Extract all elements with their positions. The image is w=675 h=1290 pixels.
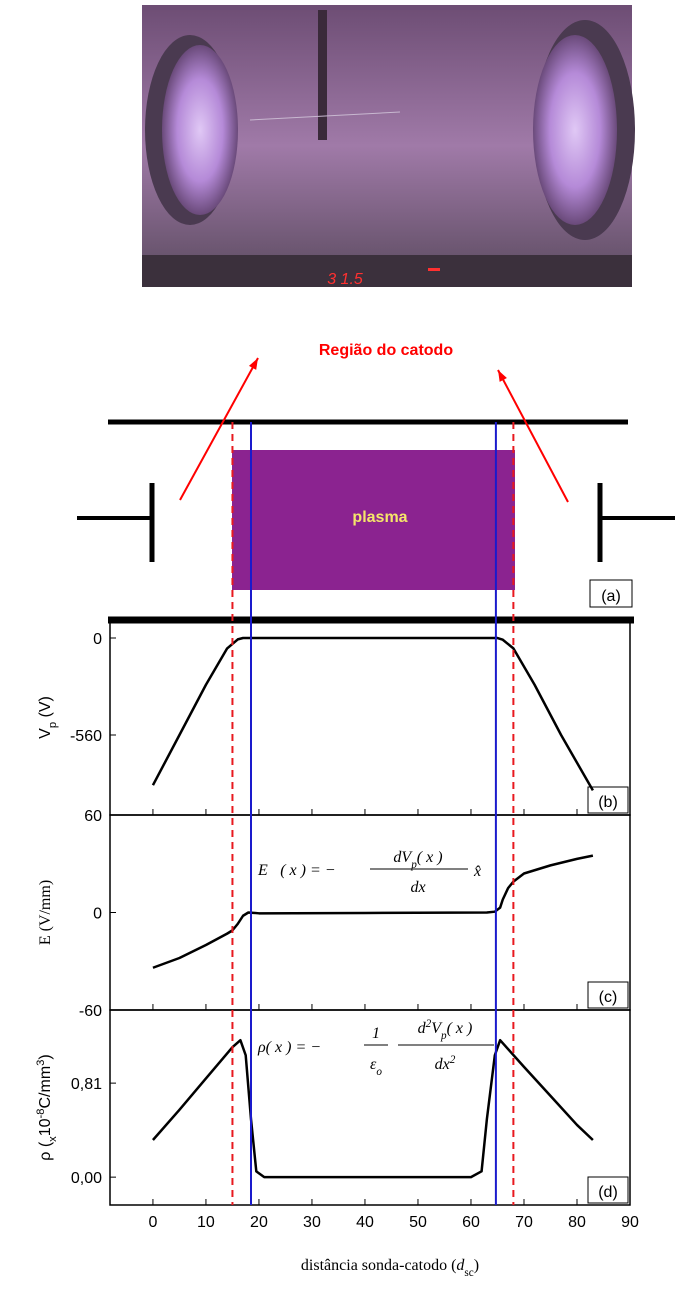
text-part: ) xyxy=(474,1257,479,1274)
x-tick-label: 40 xyxy=(356,1214,374,1231)
x-tick-label: 0 xyxy=(148,1214,157,1231)
display-dash xyxy=(428,268,440,271)
x-axis-label: distância sonda-catodo (dsc) xyxy=(301,1257,479,1279)
photo-display: 3 1.5 xyxy=(327,271,363,288)
page: 3 1.5 Região do catodo plasma (a) 0 -560 Vp (V… xyxy=(0,0,675,1290)
text-part: x̂ xyxy=(473,863,481,880)
region-label: Região do catodo xyxy=(319,342,453,359)
text-part: V xyxy=(37,728,54,739)
equation-part: dx2 xyxy=(435,1054,456,1073)
x-tick-label: 90 xyxy=(621,1214,639,1231)
text-part: ( x ) xyxy=(417,849,443,866)
x-tick-label: 50 xyxy=(409,1214,427,1231)
x-tick-label: 30 xyxy=(303,1214,321,1231)
text-part: 1 xyxy=(372,1025,380,1042)
y-axis-label: E (V/mm) xyxy=(37,880,54,945)
text-part: C/mm xyxy=(37,1066,54,1109)
equation-part: dx xyxy=(410,879,425,896)
panel-label: (b) xyxy=(598,794,618,811)
equation-part: εo xyxy=(370,1056,382,1078)
equation-part: d2Vp( x ) xyxy=(418,1018,473,1042)
text-part: ) xyxy=(37,1054,54,1059)
y-tick-label: 0 xyxy=(93,906,102,923)
text-part: -8 xyxy=(35,1109,47,1119)
text-part: dx xyxy=(410,879,425,896)
equation-part: dVp( x ) xyxy=(393,849,442,871)
text-part: (V) xyxy=(37,696,54,722)
text-part: ρ xyxy=(37,1147,54,1161)
y-tick-label: 0,00 xyxy=(71,1170,102,1187)
panel-label: (c) xyxy=(599,989,618,1006)
text-part: 2 xyxy=(450,1054,456,1066)
text-part: sc xyxy=(464,1267,473,1279)
y-tick-label: 0 xyxy=(93,631,102,648)
equation-part: ρ( x ) = − xyxy=(257,1039,321,1056)
y-tick-label: -560 xyxy=(70,728,102,745)
y-axis-label: Vp (V) xyxy=(37,696,59,739)
plot-frame xyxy=(110,1010,630,1205)
figure: 3 1.5 Região do catodo plasma (a) 0 -560 Vp (V… xyxy=(0,0,675,1290)
x-tick-label: 70 xyxy=(515,1214,533,1231)
x-tick-label: 80 xyxy=(568,1214,586,1231)
equation-part: 1 xyxy=(372,1025,380,1042)
arrow-head xyxy=(498,370,507,382)
x-tick-label: 60 xyxy=(462,1214,480,1231)
x-tick-label: 20 xyxy=(250,1214,268,1231)
y-tick-label: -60 xyxy=(79,1003,102,1020)
data-line xyxy=(153,638,593,790)
x-tick-label: 10 xyxy=(197,1214,215,1231)
data-line xyxy=(153,856,593,968)
text-part: distância sonda-catodo ( xyxy=(301,1257,457,1274)
panel-label: (d) xyxy=(598,1184,618,1201)
text-part: ( x ) xyxy=(447,1020,473,1037)
text-part: E (V/mm) xyxy=(37,880,54,945)
y-tick-label: 0,81 xyxy=(71,1076,102,1093)
y-tick-label: 60 xyxy=(84,808,102,825)
text-part: dx xyxy=(435,1056,450,1073)
y-axis-label: ρ (x10-8C/mm3) xyxy=(35,1054,59,1160)
arrow-head xyxy=(249,358,258,370)
text-part: o xyxy=(376,1066,382,1078)
text-part: ρ( x ) = − xyxy=(257,1039,321,1056)
photo xyxy=(142,5,635,287)
panel-label: (a) xyxy=(601,588,621,605)
equation-part: x̂ xyxy=(473,863,481,880)
equation-part: E⃗( x ) = − xyxy=(257,862,336,879)
text-part: 10 xyxy=(37,1118,54,1136)
plasma-label: plasma xyxy=(352,509,407,526)
text-part: E⃗( x ) = − xyxy=(257,862,336,879)
